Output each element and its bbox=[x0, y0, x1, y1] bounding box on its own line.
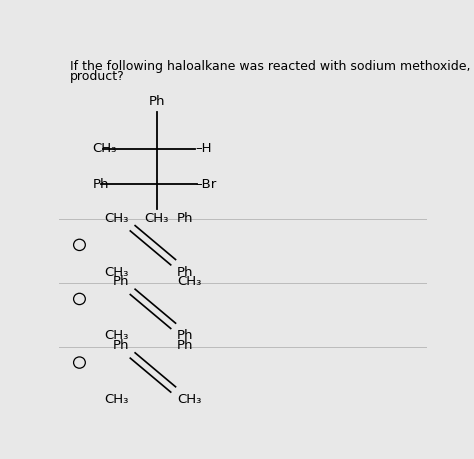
Text: CH₃: CH₃ bbox=[92, 142, 117, 155]
Text: CH₃: CH₃ bbox=[105, 212, 129, 225]
Text: Ph: Ph bbox=[177, 266, 193, 279]
Text: If the following haloalkane was reacted with sodium methoxide, what would be the: If the following haloalkane was reacted … bbox=[70, 61, 474, 73]
Text: Ph: Ph bbox=[148, 95, 165, 108]
Text: CH₃: CH₃ bbox=[177, 275, 201, 288]
Text: –Br: –Br bbox=[195, 178, 217, 190]
Text: Ph: Ph bbox=[92, 178, 109, 190]
Text: CH₃: CH₃ bbox=[105, 330, 129, 342]
Text: Ph: Ph bbox=[177, 339, 193, 352]
Text: CH₃: CH₃ bbox=[105, 266, 129, 279]
Text: Ph: Ph bbox=[112, 275, 129, 288]
Text: CH₃: CH₃ bbox=[177, 393, 201, 406]
Text: CH₃: CH₃ bbox=[145, 213, 169, 225]
Text: CH₃: CH₃ bbox=[105, 393, 129, 406]
Text: Ph: Ph bbox=[112, 339, 129, 352]
Text: Ph: Ph bbox=[177, 330, 193, 342]
Text: product?: product? bbox=[70, 70, 125, 83]
Text: Ph: Ph bbox=[177, 212, 193, 225]
Text: –H: –H bbox=[195, 142, 212, 155]
